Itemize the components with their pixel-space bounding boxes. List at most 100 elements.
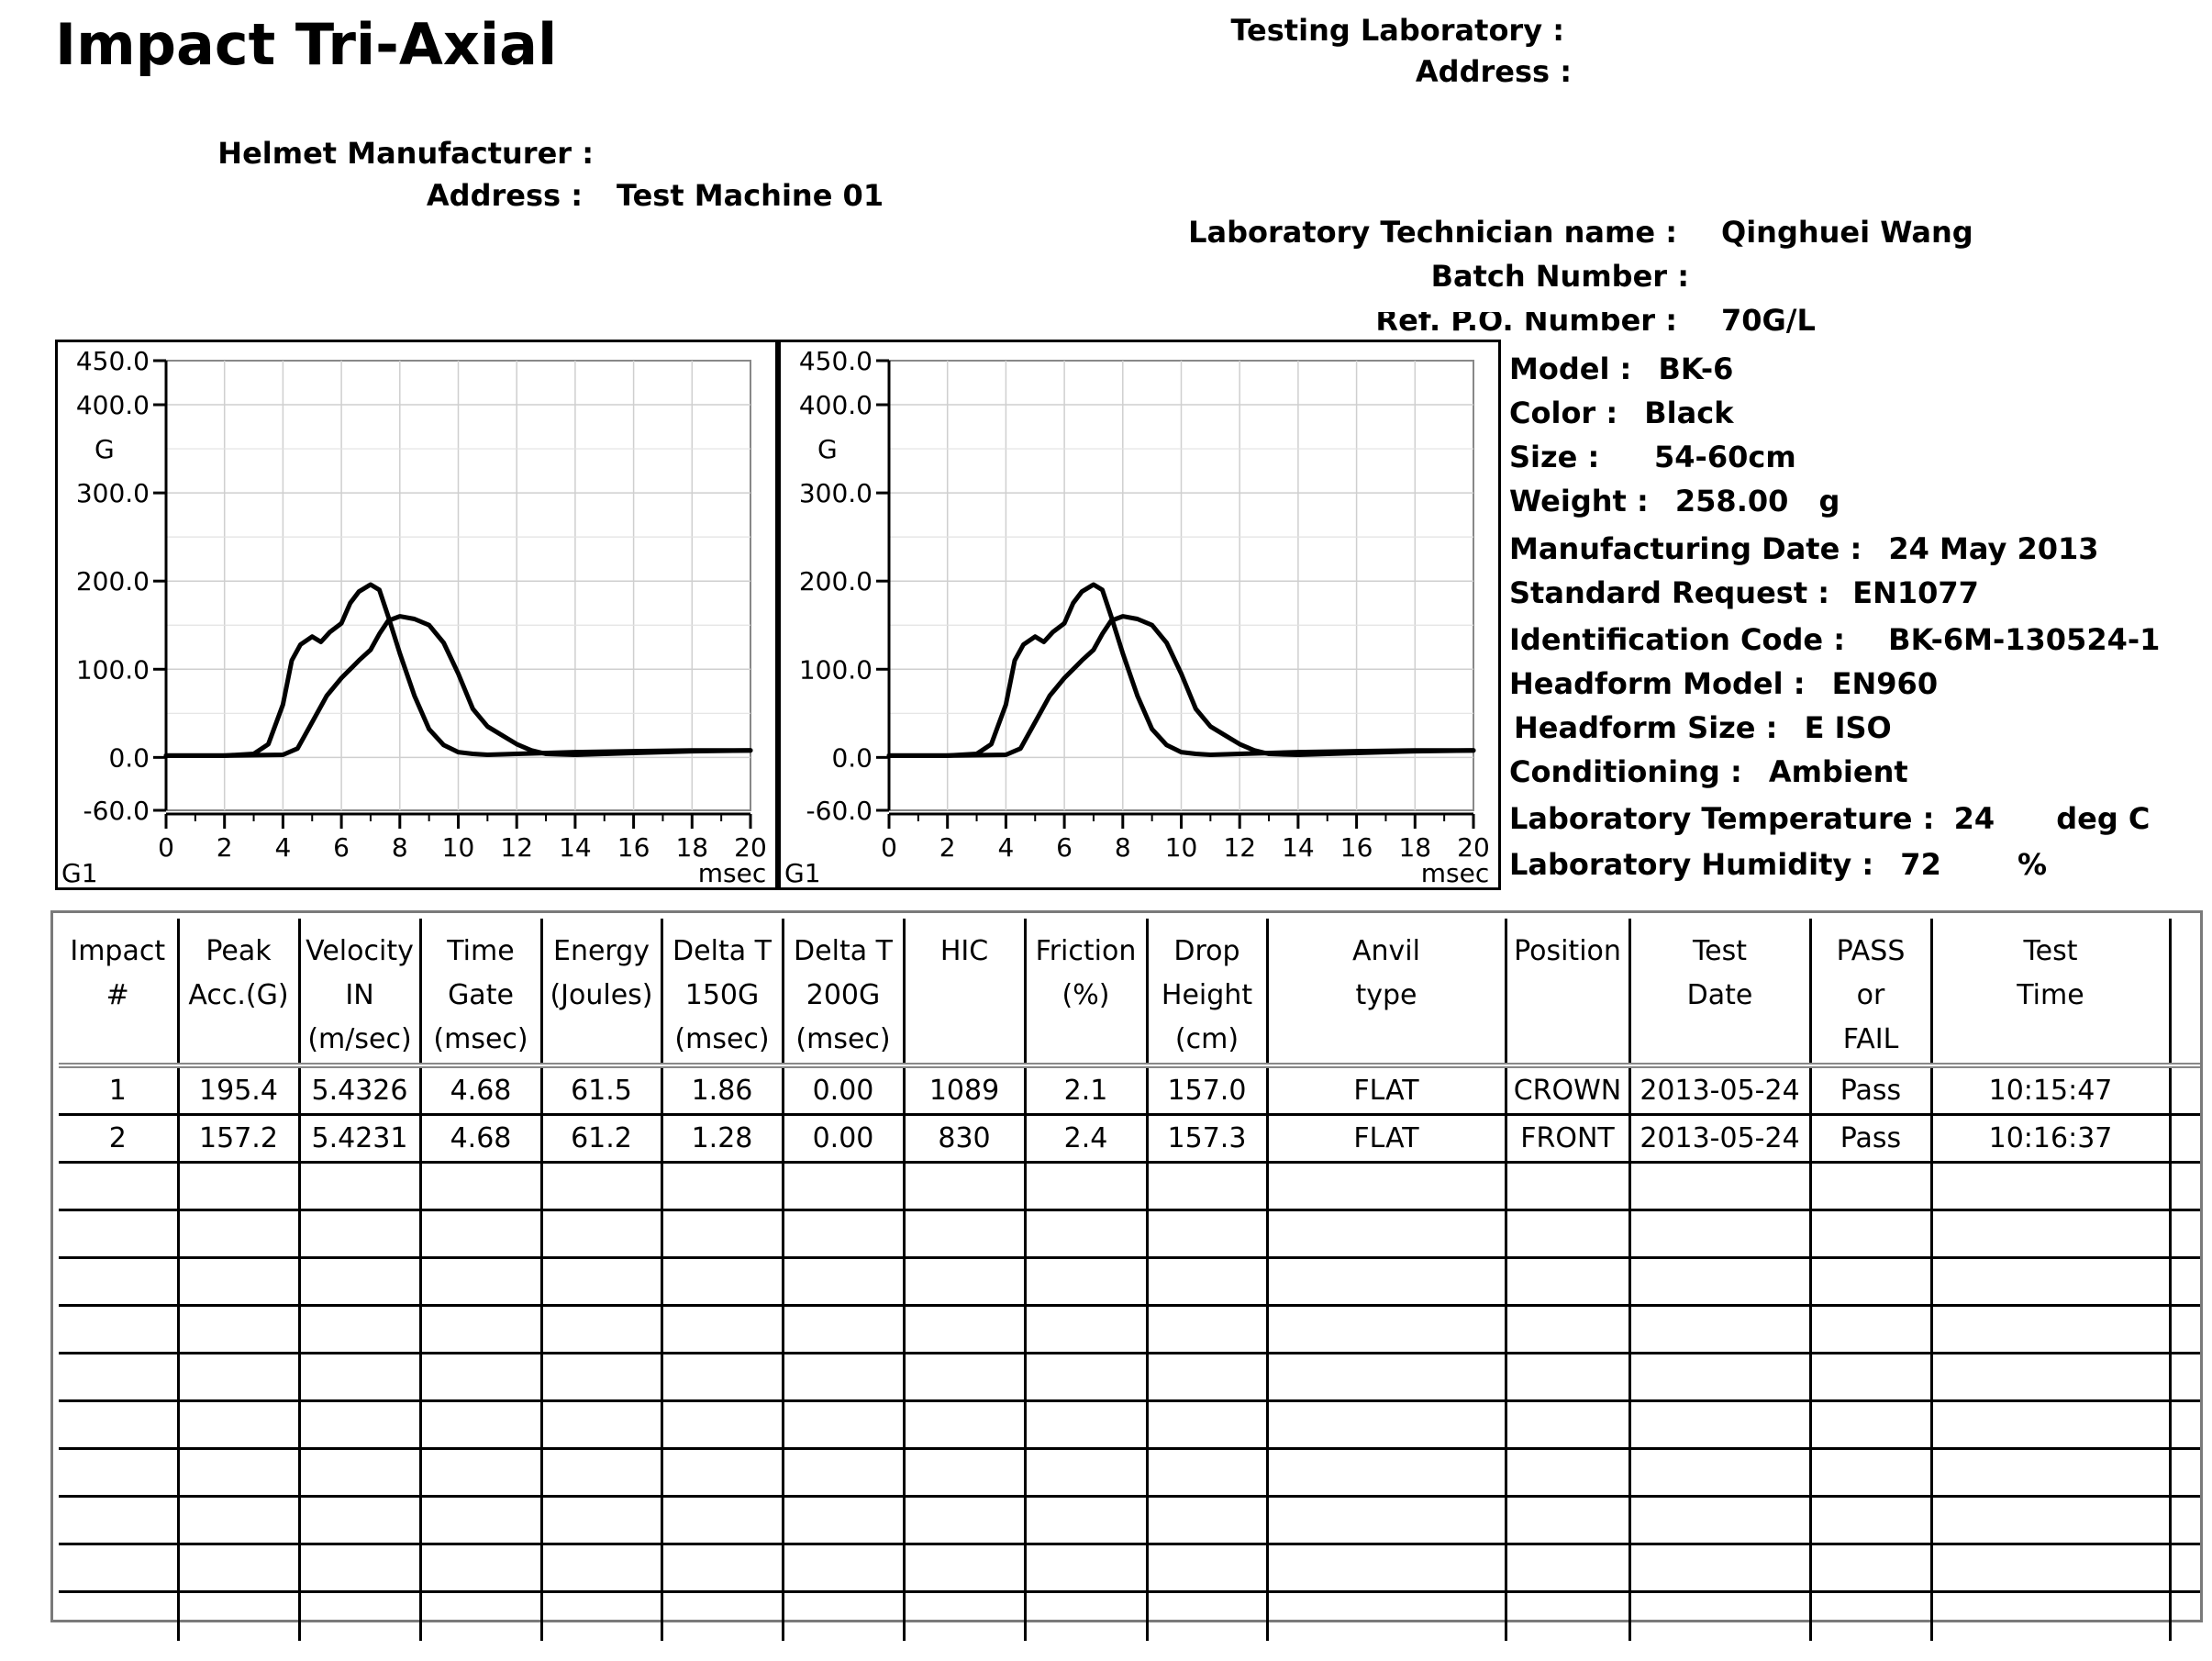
manufacturer-address-value: Test Machine 01: [617, 178, 884, 213]
table-cell: [1810, 1257, 1933, 1307]
table-row: [59, 1496, 2200, 1545]
column-header-line: Date: [1686, 979, 1753, 1011]
table-cell: [541, 1400, 663, 1450]
humidity-value: 72: [1900, 847, 1941, 882]
column-header-line: (m/sec): [307, 1023, 412, 1055]
table-cell: 10:16:37: [1931, 1114, 2172, 1164]
column-header-line: [906, 1018, 1023, 1062]
table-cell: [1025, 1162, 1149, 1211]
column-header: Friction (%): [1025, 919, 1149, 1068]
spec-headform-model: Headform Model : EN960: [1509, 666, 1939, 701]
table-cell: [783, 1162, 906, 1211]
table-cell: [59, 1162, 180, 1211]
table-cell: 1089: [904, 1065, 1027, 1116]
x-tick-label: 8: [392, 832, 408, 863]
table-cell: [1931, 1448, 2172, 1498]
table-cell: [1025, 1210, 1149, 1259]
column-header-line: 150G: [684, 979, 760, 1011]
table-header-row: Impact # Peak Acc.(G) Velocity IN (m/sec) Time G…: [59, 919, 2200, 1068]
chart-corner-label: G1: [784, 858, 821, 888]
table-cell: 157.3: [1147, 1114, 1269, 1164]
table-cell: [661, 1496, 784, 1545]
table-cell: [1506, 1162, 1631, 1211]
table-cell: [59, 1496, 180, 1545]
table-cell: [541, 1496, 663, 1545]
table-cell: 0.00: [783, 1114, 906, 1164]
y-tick-label: 0.0: [831, 742, 873, 773]
table-cell: [2170, 1544, 2200, 1593]
table-cell: 1.28: [661, 1114, 784, 1164]
table-cell: [1931, 1544, 2172, 1593]
y-axis-label: G: [94, 434, 115, 464]
table-cell: [1629, 1162, 1812, 1211]
table-cell: 5.4231: [299, 1114, 422, 1164]
table-row: [59, 1305, 2200, 1354]
table-cell: [178, 1544, 301, 1593]
manufacturing-date-value: 24 May 2013: [1888, 531, 2099, 566]
table-cell: [2170, 1065, 2200, 1116]
table-cell: [1147, 1162, 1269, 1211]
table-cell: [1629, 1400, 1812, 1450]
column-header-line: [1632, 1018, 1808, 1062]
table-cell: [1931, 1591, 2172, 1641]
x-axis-label: msec: [1421, 858, 1489, 888]
table-cell: [1506, 1448, 1631, 1498]
table-cell: [1810, 1400, 1933, 1450]
table-cell: [1267, 1210, 1507, 1259]
ref-po-value: 70G/L: [1721, 303, 1816, 338]
table-cell: [1931, 1400, 2172, 1450]
column-header-line: Energy: [552, 935, 650, 967]
table-cell: 4.68: [420, 1065, 543, 1116]
table-cell: [2170, 1257, 2200, 1307]
table-cell: [420, 1353, 543, 1402]
column-header-line: [906, 974, 1023, 1018]
table-cell: [178, 1496, 301, 1545]
table-cell: [1931, 1496, 2172, 1545]
table-cell: [299, 1210, 422, 1259]
x-axis-label: msec: [698, 858, 766, 888]
column-header: HIC: [904, 919, 1027, 1068]
table-row: [59, 1448, 2200, 1498]
y-tick-label: -60.0: [83, 796, 150, 826]
x-tick-label: 14: [1282, 832, 1315, 863]
chart-svg: 450.0 400.0 300.0 200.0 100.0 0.0 -60.0 G 0 2 4 6 8 1…: [61, 346, 767, 888]
table-cell: [178, 1448, 301, 1498]
table-cell: [904, 1591, 1027, 1641]
table-cell: [1506, 1305, 1631, 1354]
standard-value: EN1077: [1852, 575, 1979, 610]
table-cell: 61.5: [541, 1065, 663, 1116]
column-header: Time Gate (msec): [420, 919, 543, 1068]
table-cell: [1147, 1257, 1269, 1307]
table-cell: [420, 1544, 543, 1593]
table-cell: [783, 1257, 906, 1307]
table-cell: 1.86: [661, 1065, 784, 1116]
table-cell: [1025, 1448, 1149, 1498]
column-header: Test Date: [1629, 919, 1812, 1068]
table-cell: [420, 1448, 543, 1498]
y-tick-label: 400.0: [799, 390, 873, 420]
conditioning-value: Ambient: [1768, 754, 1908, 789]
size-value: 54-60cm: [1654, 440, 1796, 474]
table-cell: [1629, 1448, 1812, 1498]
table-cell: [1810, 1353, 1933, 1402]
column-header: Delta T 200G (msec): [783, 919, 906, 1068]
headform-size-value: E ISO: [1804, 710, 1892, 745]
column-header-line: [544, 1018, 660, 1062]
x-tick-label: 12: [500, 832, 533, 863]
table-cell: [420, 1162, 543, 1211]
table-cell: [541, 1210, 663, 1259]
column-header-line: Time: [2017, 979, 2084, 1011]
table-row: [59, 1162, 2200, 1211]
spec-weight: Weight : 258.00 g: [1509, 484, 1840, 518]
column-header-line: type: [1355, 979, 1417, 1011]
spec-color: Color : Black: [1509, 396, 1734, 430]
table-cell: 2013-05-24: [1629, 1114, 1812, 1164]
column-header-line: [1270, 1018, 1504, 1062]
table-cell: [783, 1400, 906, 1450]
manufacturer-address-label: Address :: [426, 178, 583, 213]
table-cell: [420, 1496, 543, 1545]
table-cell: [178, 1210, 301, 1259]
table-cell: [541, 1448, 663, 1498]
table-cell: 157.2: [178, 1114, 301, 1164]
table-cell: [783, 1544, 906, 1593]
